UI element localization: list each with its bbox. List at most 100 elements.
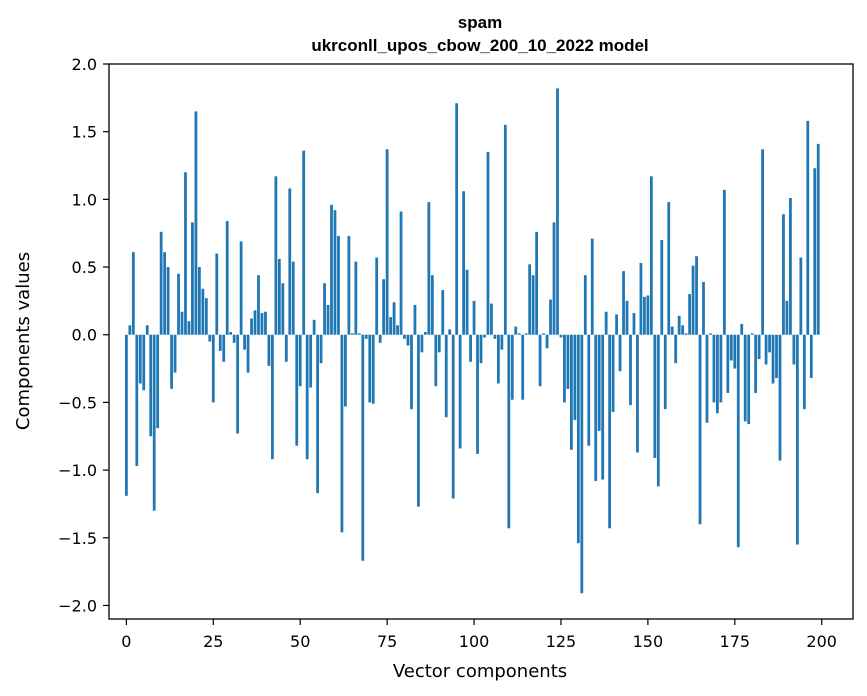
bar — [716, 334, 719, 414]
bar — [691, 265, 695, 335]
chart-subtitle: ukrconll_upos_cbow_200_10_2022 model — [311, 36, 648, 55]
bar — [159, 231, 163, 335]
bar — [573, 334, 577, 421]
x-tick-label: 50 — [290, 632, 310, 651]
bar — [535, 231, 539, 335]
bar — [288, 188, 292, 335]
bar — [632, 313, 636, 335]
bar — [782, 214, 785, 335]
bar — [646, 295, 650, 335]
bar — [180, 311, 184, 335]
bar — [583, 275, 587, 335]
bar — [486, 151, 490, 335]
bar — [705, 334, 709, 423]
bar — [368, 334, 372, 403]
y-tick-label: 0.5 — [72, 258, 97, 277]
bar — [559, 334, 563, 338]
bar — [726, 334, 730, 393]
bar — [663, 334, 667, 410]
y-axis: 2.0 1.5 1.0 0.5 0.0 −0.5 −1.0 −1.5 −2.0 — [58, 55, 109, 615]
bar — [712, 334, 716, 403]
bar — [479, 334, 483, 364]
bar — [392, 302, 396, 335]
bar — [350, 333, 354, 335]
bar — [639, 262, 643, 335]
bar — [260, 313, 264, 335]
y-tick-label: 0.0 — [72, 326, 97, 345]
bar — [615, 314, 618, 335]
bar — [375, 257, 379, 335]
bar — [604, 311, 608, 335]
bar — [396, 325, 399, 335]
bar — [274, 176, 278, 335]
bar — [145, 325, 149, 335]
y-tick-label: 1.5 — [72, 123, 97, 142]
x-axis-label: Vector components — [393, 661, 567, 682]
bar — [138, 334, 142, 384]
bar — [795, 334, 799, 545]
bar — [465, 269, 469, 335]
bar — [608, 334, 612, 529]
bar — [347, 235, 351, 335]
bar — [771, 334, 775, 384]
bar — [806, 120, 810, 335]
bar — [514, 326, 518, 335]
bar — [337, 235, 340, 335]
bar — [319, 334, 323, 364]
bar — [222, 334, 226, 362]
bar — [462, 191, 466, 335]
bar — [357, 333, 361, 335]
bar — [441, 290, 445, 335]
bar — [430, 275, 434, 335]
bar — [688, 294, 691, 335]
bar — [472, 300, 476, 335]
bar — [184, 172, 187, 335]
bar — [698, 334, 702, 525]
bar — [378, 334, 382, 343]
bar — [229, 332, 233, 335]
bar — [194, 111, 198, 335]
bar — [570, 334, 573, 450]
bar — [312, 319, 316, 335]
bar — [413, 304, 417, 335]
bar — [722, 189, 726, 335]
bar — [264, 311, 267, 335]
bar — [198, 267, 201, 335]
bar — [333, 210, 337, 335]
x-tick-label: 150 — [633, 632, 664, 651]
bar — [524, 333, 528, 335]
bar — [538, 334, 542, 387]
bar — [757, 334, 761, 360]
bar — [493, 334, 497, 339]
bar — [542, 333, 545, 335]
bar — [243, 334, 246, 350]
bar — [177, 273, 180, 335]
bar — [660, 239, 664, 335]
bar — [166, 267, 170, 335]
bar — [382, 279, 386, 335]
bar — [503, 124, 507, 335]
bar — [736, 334, 740, 548]
bar — [677, 315, 681, 335]
bar — [625, 300, 629, 335]
bar — [768, 334, 771, 353]
bar — [622, 271, 625, 335]
bar — [316, 334, 319, 494]
x-tick-label: 125 — [546, 632, 577, 651]
y-tick-label: 1.0 — [72, 190, 97, 209]
bar — [636, 334, 639, 453]
bar — [152, 334, 156, 511]
x-tick-label: 175 — [720, 632, 751, 651]
bar — [253, 310, 257, 335]
bar — [399, 211, 403, 335]
bar — [656, 334, 660, 487]
bar — [743, 334, 747, 422]
bar — [410, 334, 413, 410]
x-tick-label: 100 — [459, 632, 490, 651]
bar — [142, 334, 146, 391]
y-tick-label: −1.5 — [58, 529, 97, 548]
bar — [670, 326, 674, 335]
bar — [215, 253, 219, 335]
bar — [284, 334, 288, 362]
bar — [455, 103, 459, 335]
